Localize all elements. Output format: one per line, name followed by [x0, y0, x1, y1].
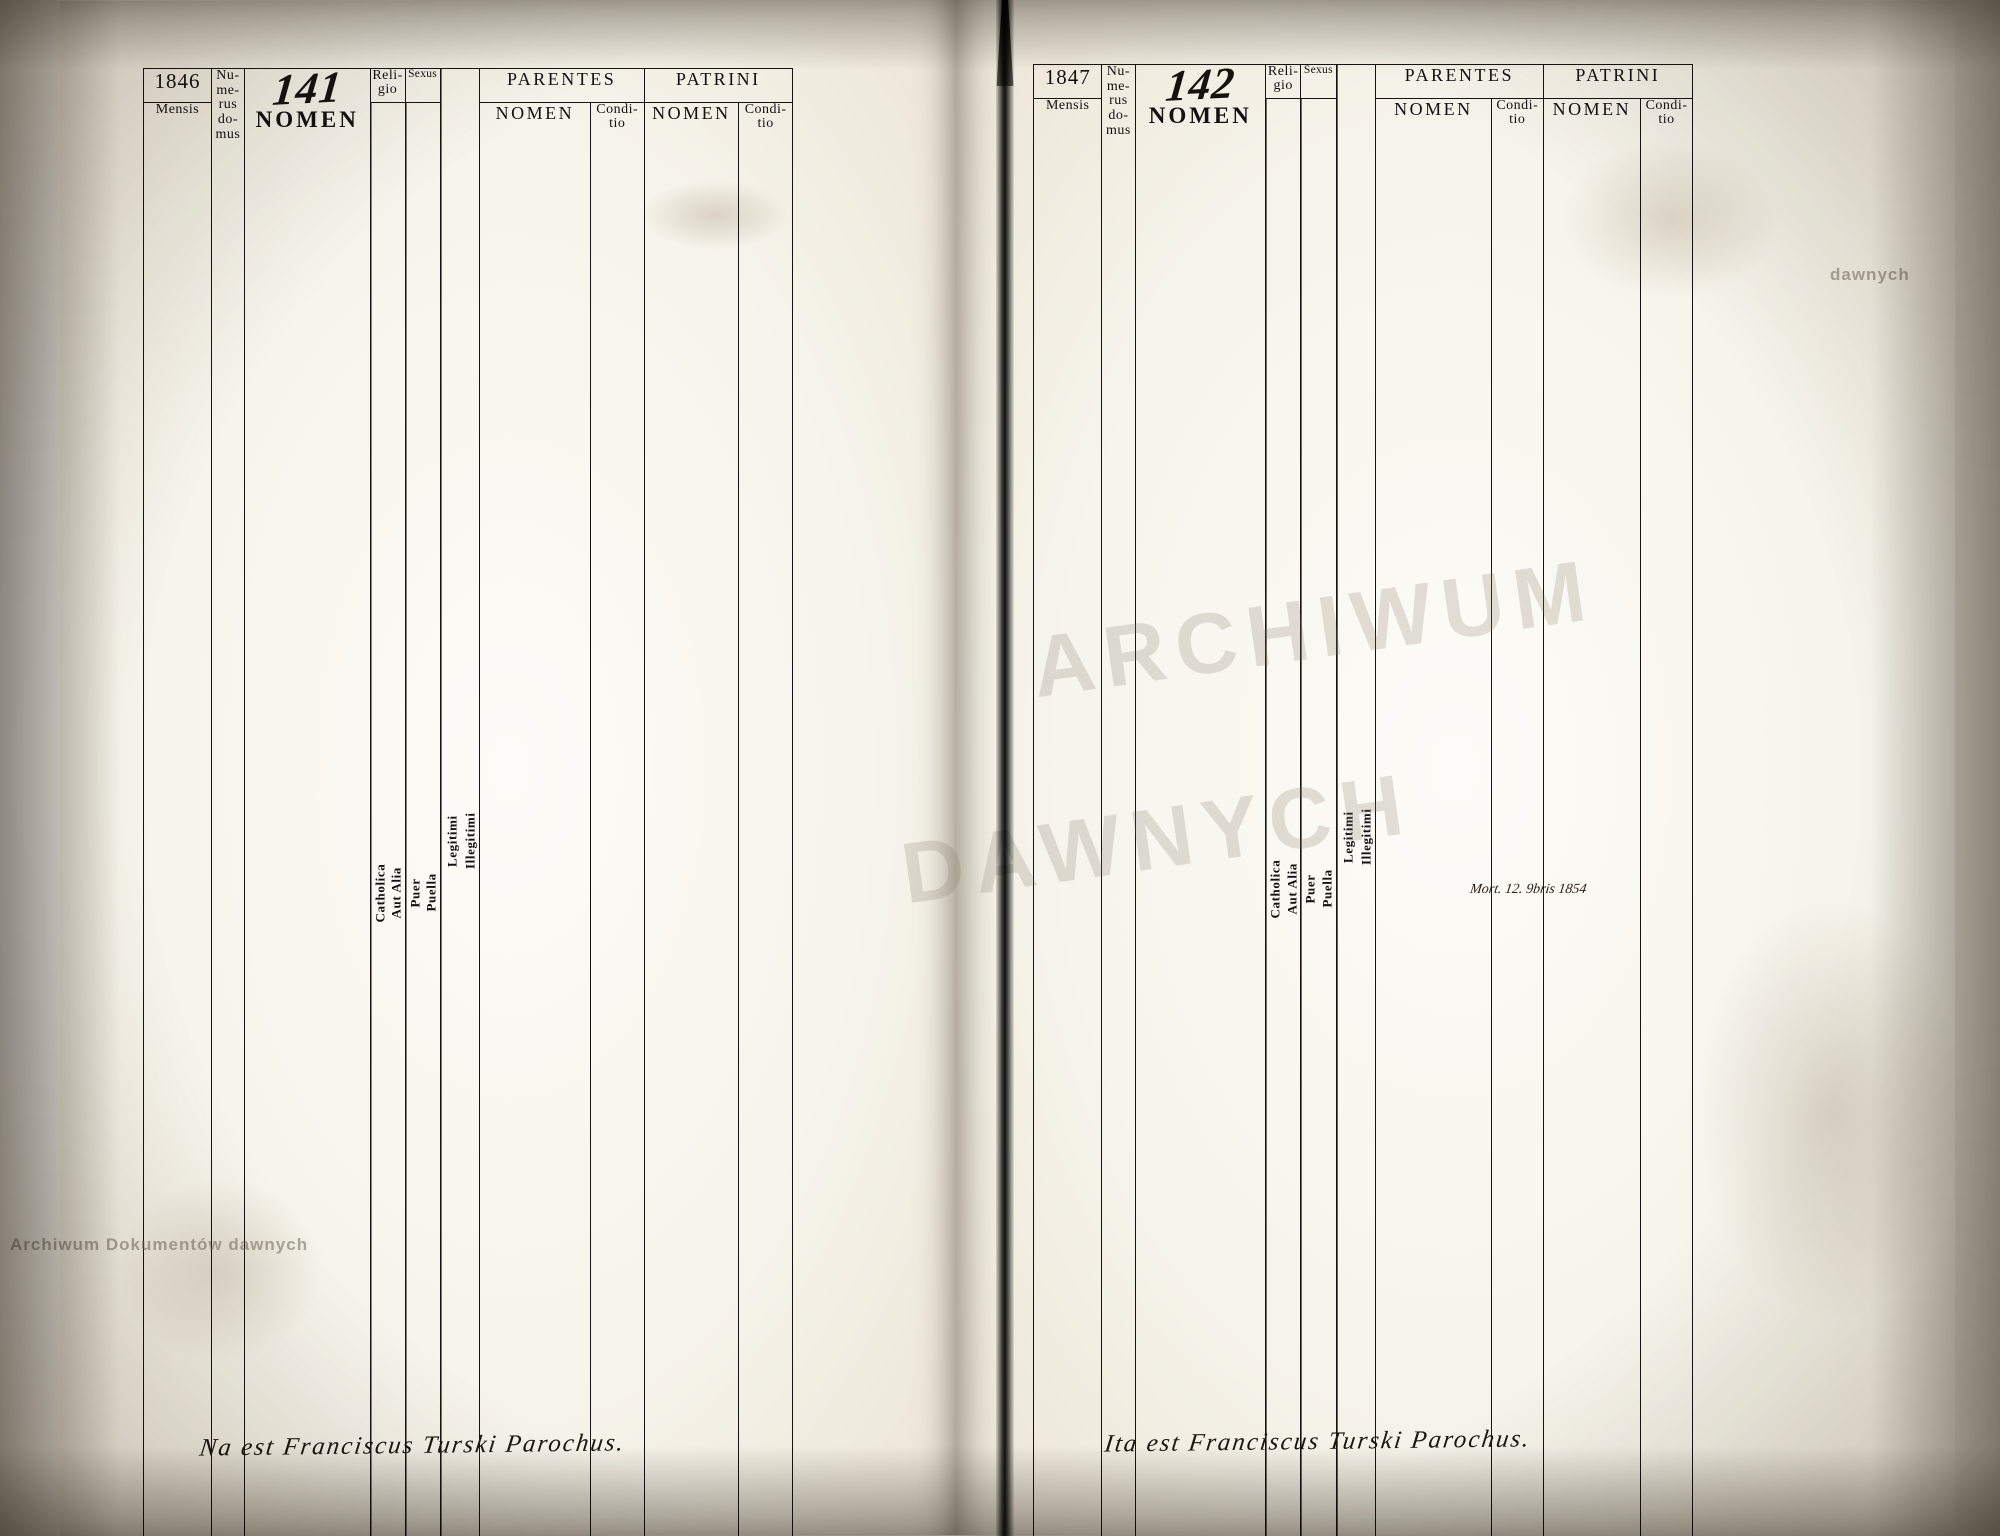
right-col-parentes-nomen: NOMEN: [1374, 98, 1492, 1536]
right-year: 1847: [1032, 64, 1103, 99]
left-col-religio: Reli- gio: [369, 68, 406, 103]
left-col-illegitimi: Illegitimi: [462, 812, 478, 870]
left-col-numerus-domus: Nu- me- rus do- mus: [210, 68, 245, 1536]
left-col-religio-sub: Catholica Aut Alia: [369, 102, 406, 1536]
left-page-number: 141: [270, 61, 345, 115]
left-col-patrini-nomen: NOMEN: [643, 102, 740, 1536]
right-margin-note: Mort. 12. 9bris 1854: [1469, 882, 1588, 897]
right-col-patrini: PATRINI: [1542, 64, 1694, 99]
right-col-patrini-nomen: NOMEN: [1542, 98, 1642, 1536]
left-col-nomen-label: NOMEN: [255, 107, 359, 132]
left-page-table: 1846 Nu- me- rus do- mus 141 NOMEN Reli-…: [143, 62, 794, 1536]
left-col-sexus: Sexus: [404, 68, 441, 103]
left-col-parentes-conditio: Condi- tio: [589, 102, 645, 1536]
left-col-mensis: Mensis: [143, 102, 212, 1536]
right-col-legitimi-illegitimi: Legitimi Illegitimi: [1335, 64, 1376, 1536]
right-table-head: 1847 Nu- me- rus do- mus 142 NOMEN Reli-…: [1032, 58, 1694, 1536]
left-col-sexus-sub: Puer Puella: [404, 102, 441, 1536]
right-footer-note: Ita est Franciscus Turski Parochus.: [1102, 1425, 1533, 1458]
left-col-parentes-nomen: NOMEN: [478, 102, 591, 1536]
book-gutter: [996, 0, 1014, 1536]
left-col-nomen: 141 NOMEN: [243, 62, 371, 1536]
left-footer-note: Na est Franciscus Turski Parochus.: [197, 1429, 627, 1462]
right-col-puella: Puella: [1319, 869, 1335, 908]
left-table-head: 1846 Nu- me- rus do- mus 141 NOMEN Reli-…: [143, 62, 794, 1536]
right-page-table: 1847 Nu- me- rus do- mus 142 NOMEN Reli-…: [1032, 58, 1694, 1536]
right-col-religio-sub: Catholica Aut Alia: [1265, 98, 1302, 1536]
right-col-puer: Puer: [1301, 99, 1319, 1536]
left-col-parentes: PARENTES: [478, 68, 645, 103]
left-col-puer: Puer: [405, 103, 424, 1536]
left-col-patrini-conditio: Condi- tio: [738, 102, 793, 1536]
left-col-aut-alia: Aut Alia: [388, 867, 404, 919]
right-col-parentes-conditio: Condi- tio: [1490, 98, 1544, 1536]
right-col-legitimi: Legitimi: [1336, 65, 1357, 1536]
left-col-catholica: Catholica: [370, 103, 389, 1536]
left-col-legitimi-illegitimi: Legitimi Illegitimi: [439, 68, 480, 1536]
right-col-sexus-sub: Puer Puella: [1300, 98, 1337, 1536]
right-page-number: 142: [1163, 57, 1238, 111]
right-col-nomen: 142 NOMEN: [1134, 58, 1267, 1536]
left-col-puella: Puella: [423, 873, 439, 912]
right-col-nomen-label: NOMEN: [1148, 103, 1252, 128]
right-col-mensis: Mensis: [1032, 98, 1103, 1536]
left-col-legitimi: Legitimi: [440, 69, 461, 1536]
right-col-parentes: PARENTES: [1374, 64, 1544, 99]
right-col-patrini-conditio: Condi- tio: [1640, 98, 1693, 1536]
right-col-catholica: Catholica: [1266, 99, 1284, 1536]
left-year: 1846: [143, 68, 212, 103]
right-col-aut-alia: Aut Alia: [1284, 863, 1300, 915]
right-col-sexus: Sexus: [1300, 64, 1337, 99]
right-col-illegitimi: Illegitimi: [1358, 808, 1374, 866]
right-col-religio: Reli- gio: [1265, 64, 1302, 99]
book-gutter-top: [996, 0, 1014, 86]
right-col-numerus-domus: Nu- me- rus do- mus: [1101, 64, 1136, 1536]
left-col-patrini: PATRINI: [643, 68, 794, 103]
